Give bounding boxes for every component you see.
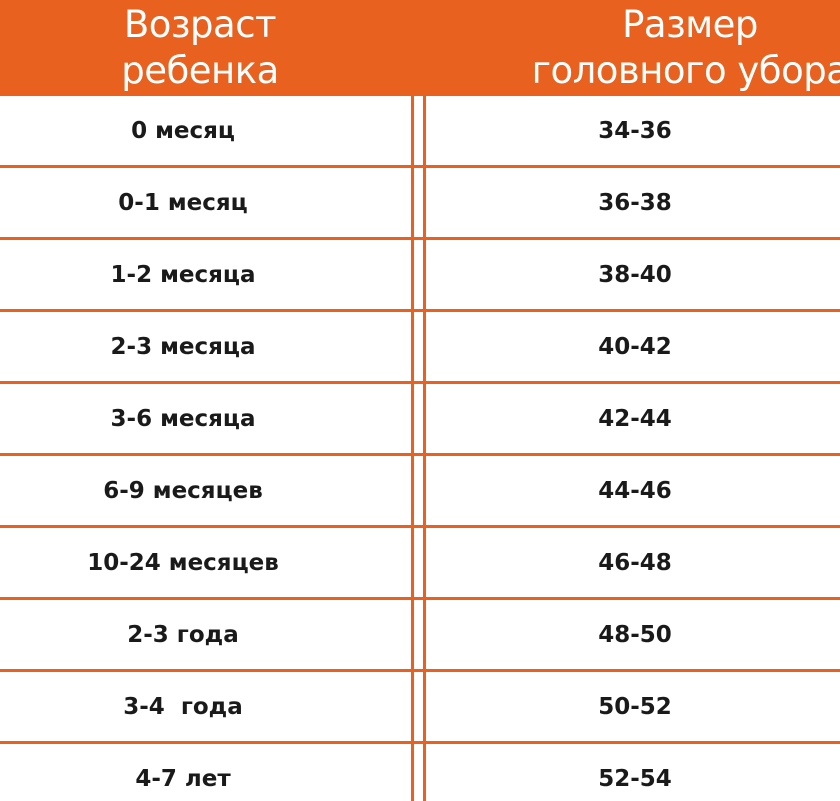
size-cell: 48-50 xyxy=(598,621,672,648)
size-cell: 46-48 xyxy=(598,549,672,576)
header-size-line2: головного убора xyxy=(531,49,840,92)
table-row: 0 месяц 34-36 xyxy=(0,96,840,168)
header-age-line1: Возраст xyxy=(123,3,277,46)
table-row: 3-4 года 50-52 xyxy=(0,672,840,744)
table-row: 3-6 месяца 42-44 xyxy=(0,384,840,456)
size-cell: 42-44 xyxy=(598,405,672,432)
size-cell: 52-54 xyxy=(598,765,672,792)
header-size-line1: Размер xyxy=(622,3,758,46)
column-divider xyxy=(423,96,426,801)
age-cell: 6-9 месяцев xyxy=(103,477,263,504)
table-row: 2-3 года 48-50 xyxy=(0,600,840,672)
age-cell: 2-3 месяца xyxy=(110,333,256,360)
age-cell: 2-3 года xyxy=(127,621,239,648)
age-cell: 3-4 года xyxy=(123,693,243,720)
size-cell: 50-52 xyxy=(598,693,672,720)
table-row: 2-3 месяца 40-42 xyxy=(0,312,840,384)
size-cell: 34-36 xyxy=(598,117,672,144)
header-age: Возраст ребенка xyxy=(20,0,380,96)
table-row: 4-7 лет 52-54 xyxy=(0,744,840,801)
age-cell: 1-2 месяца xyxy=(110,261,256,288)
header-age-line2: ребенка xyxy=(121,49,279,92)
age-cell: 0 месяц xyxy=(131,117,235,144)
table-row: 10-24 месяцев 46-48 xyxy=(0,528,840,600)
size-cell: 38-40 xyxy=(598,261,672,288)
table-header: Возраст ребенка Размер головного убора xyxy=(0,0,840,96)
column-divider xyxy=(411,96,414,801)
table-row: 6-9 месяцев 44-46 xyxy=(0,456,840,528)
size-cell: 40-42 xyxy=(598,333,672,360)
age-cell: 3-6 месяца xyxy=(110,405,256,432)
size-cell: 36-38 xyxy=(598,189,672,216)
header-size: Размер головного убора xyxy=(490,0,840,96)
age-cell: 0-1 месяц xyxy=(118,189,248,216)
table-row: 1-2 месяца 38-40 xyxy=(0,240,840,312)
age-cell: 4-7 лет xyxy=(135,765,231,792)
size-cell: 44-46 xyxy=(598,477,672,504)
age-cell: 10-24 месяцев xyxy=(87,549,279,576)
table-row: 0-1 месяц 36-38 xyxy=(0,168,840,240)
